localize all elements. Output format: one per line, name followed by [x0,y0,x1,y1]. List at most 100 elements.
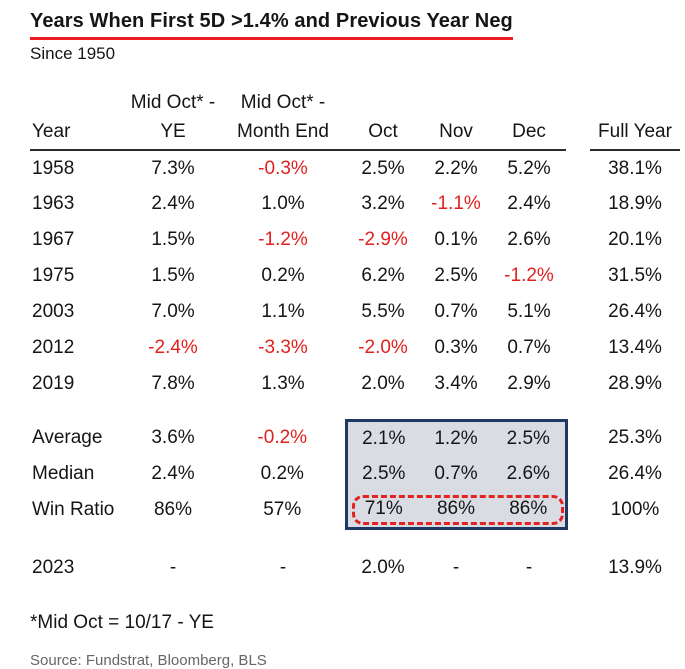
value-cell: 1.0% [261,193,305,214]
group-header-cell [590,78,680,114]
year-row: 2012 -2.4% -3.3% -2.0% 0.3% 0.7% 13.4% [30,330,680,366]
value-cell: 6.2% [361,265,405,286]
value-cell: 0.3% [434,337,478,358]
value-cell: -1.2% [504,265,554,286]
value-cell: 2.0% [361,373,405,394]
value-cell: -2.9% [358,229,408,250]
value-cell: 18.9% [608,193,662,214]
value-cell: 38.1% [608,157,662,179]
value-cell: 28.9% [608,373,662,394]
value-cell: 7.3% [151,157,195,179]
value-cell: 1.3% [261,373,305,394]
row-label: 1963 [32,193,75,214]
group-header-cell [492,78,566,114]
value-cell: 57% [263,499,302,520]
row-label: 2003 [32,301,75,322]
column-header-cell: YE [126,114,220,151]
value-cell: -1.2% [258,229,308,250]
row-label: 2012 [32,337,75,358]
group-header-cell [420,78,492,114]
value-cell: 13.9% [608,557,662,578]
value-cell: 3.2% [361,193,405,214]
year-row: 1963 2.4% 1.0% 3.2% -1.1% 2.4% 18.9% [30,186,680,222]
group-header-cell: Mid Oct* - [240,92,326,113]
column-spacer [566,366,590,402]
value-cell: 86% [492,492,568,530]
value-cell: 1.5% [151,265,195,286]
year-row: 1958 7.3% -0.3% 2.5% 2.2% 5.2% 38.1% [30,150,680,186]
current-year-row: 2023 - - 2.0% - - 13.9% [30,550,680,586]
value-cell: 0.7% [420,456,492,492]
column-spacer [566,222,590,258]
spacer-row [30,402,680,420]
value-cell: - [169,557,177,578]
table-header: Mid Oct* - Mid Oct* - Year YE Month End Oct No… [30,78,680,151]
spacer-cell [30,528,680,550]
table-body: 1958 7.3% -0.3% 2.5% 2.2% 5.2% 38.1% 1963 2.4% 1.… [30,150,680,586]
value-cell: 3.4% [434,373,478,394]
value-cell: 2.6% [492,456,568,492]
summary-row: Average 3.6% -0.2% 2.1% 1.2% 2.5% 25.3% [30,418,680,456]
summary-row: Win Ratio 86% 57% 71% 86% 86% 100% [30,492,680,530]
row-label: Median [32,463,95,484]
value-cell: 2.0% [361,557,405,578]
value-cell: - [525,557,533,578]
value-cell: 0.1% [434,229,478,250]
year-row: 1975 1.5% 0.2% 6.2% 2.5% -1.2% 31.5% [30,258,680,294]
value-cell: 26.4% [608,463,662,484]
value-cell: - [452,557,460,578]
value-cell: 2.2% [434,157,478,179]
column-spacer [566,114,590,150]
column-spacer [566,186,590,222]
value-cell: 25.3% [608,427,662,448]
group-header-cell: Mid Oct* - [130,92,216,113]
value-cell: 2.4% [151,463,195,484]
column-spacer [566,78,590,114]
footnote: *Mid Oct = 10/17 - YE [30,612,214,633]
value-cell: 20.1% [608,229,662,250]
column-spacer [566,294,590,330]
column-spacer [566,550,590,586]
value-cell: -2.0% [358,337,408,358]
group-header-row: Mid Oct* - Mid Oct* - [30,78,680,114]
group-header-cell [30,78,126,114]
value-cell: 2.1% [344,418,420,456]
page-title: Years When First 5D >1.4% and Previous Y… [30,10,513,40]
value-cell: 0.7% [507,337,551,358]
value-cell: -3.3% [258,337,308,358]
column-spacer [566,420,590,456]
value-cell: 2.4% [507,193,551,214]
value-cell: 86% [420,492,492,530]
column-spacer [566,258,590,294]
value-cell: -2.4% [148,337,198,358]
value-cell: - [279,557,287,578]
spacer-row [30,528,680,550]
value-cell: 7.0% [151,301,195,322]
value-cell: 5.1% [507,301,551,322]
value-cell: 1.1% [261,301,305,322]
row-label: 1967 [32,229,75,250]
data-table: Mid Oct* - Mid Oct* - Year YE Month End Oct No… [30,78,680,586]
value-cell: 71% [344,492,564,530]
column-header-row: Year YE Month End Oct Nov Dec Full Year [30,114,680,151]
column-spacer [566,330,590,366]
column-spacer [566,456,590,492]
summary-row: Median 2.4% 0.2% 2.5% 0.7% 2.6% 26.4% [30,456,680,492]
column-header-cell: Nov [420,114,492,151]
value-cell: 86% [153,499,193,520]
value-cell: 2.5% [434,265,478,286]
value-cell: 2.6% [507,229,551,250]
value-cell: 2.5% [492,418,568,456]
value-cell: -1.1% [431,193,481,214]
year-row: 1967 1.5% -1.2% -2.9% 0.1% 2.6% 20.1% [30,222,680,258]
value-cell: 7.8% [151,373,195,394]
source-credit: Source: Fundstrat, Bloomberg, BLS [30,652,267,669]
value-cell: 3.6% [151,427,195,448]
row-label: 2019 [32,373,75,394]
value-cell: 5.2% [507,157,551,179]
column-header-cell: Month End [220,114,346,151]
year-row: 2019 7.8% 1.3% 2.0% 3.4% 2.9% 28.9% [30,366,680,402]
value-cell: 1.5% [151,229,195,250]
group-header-cell [346,78,420,114]
